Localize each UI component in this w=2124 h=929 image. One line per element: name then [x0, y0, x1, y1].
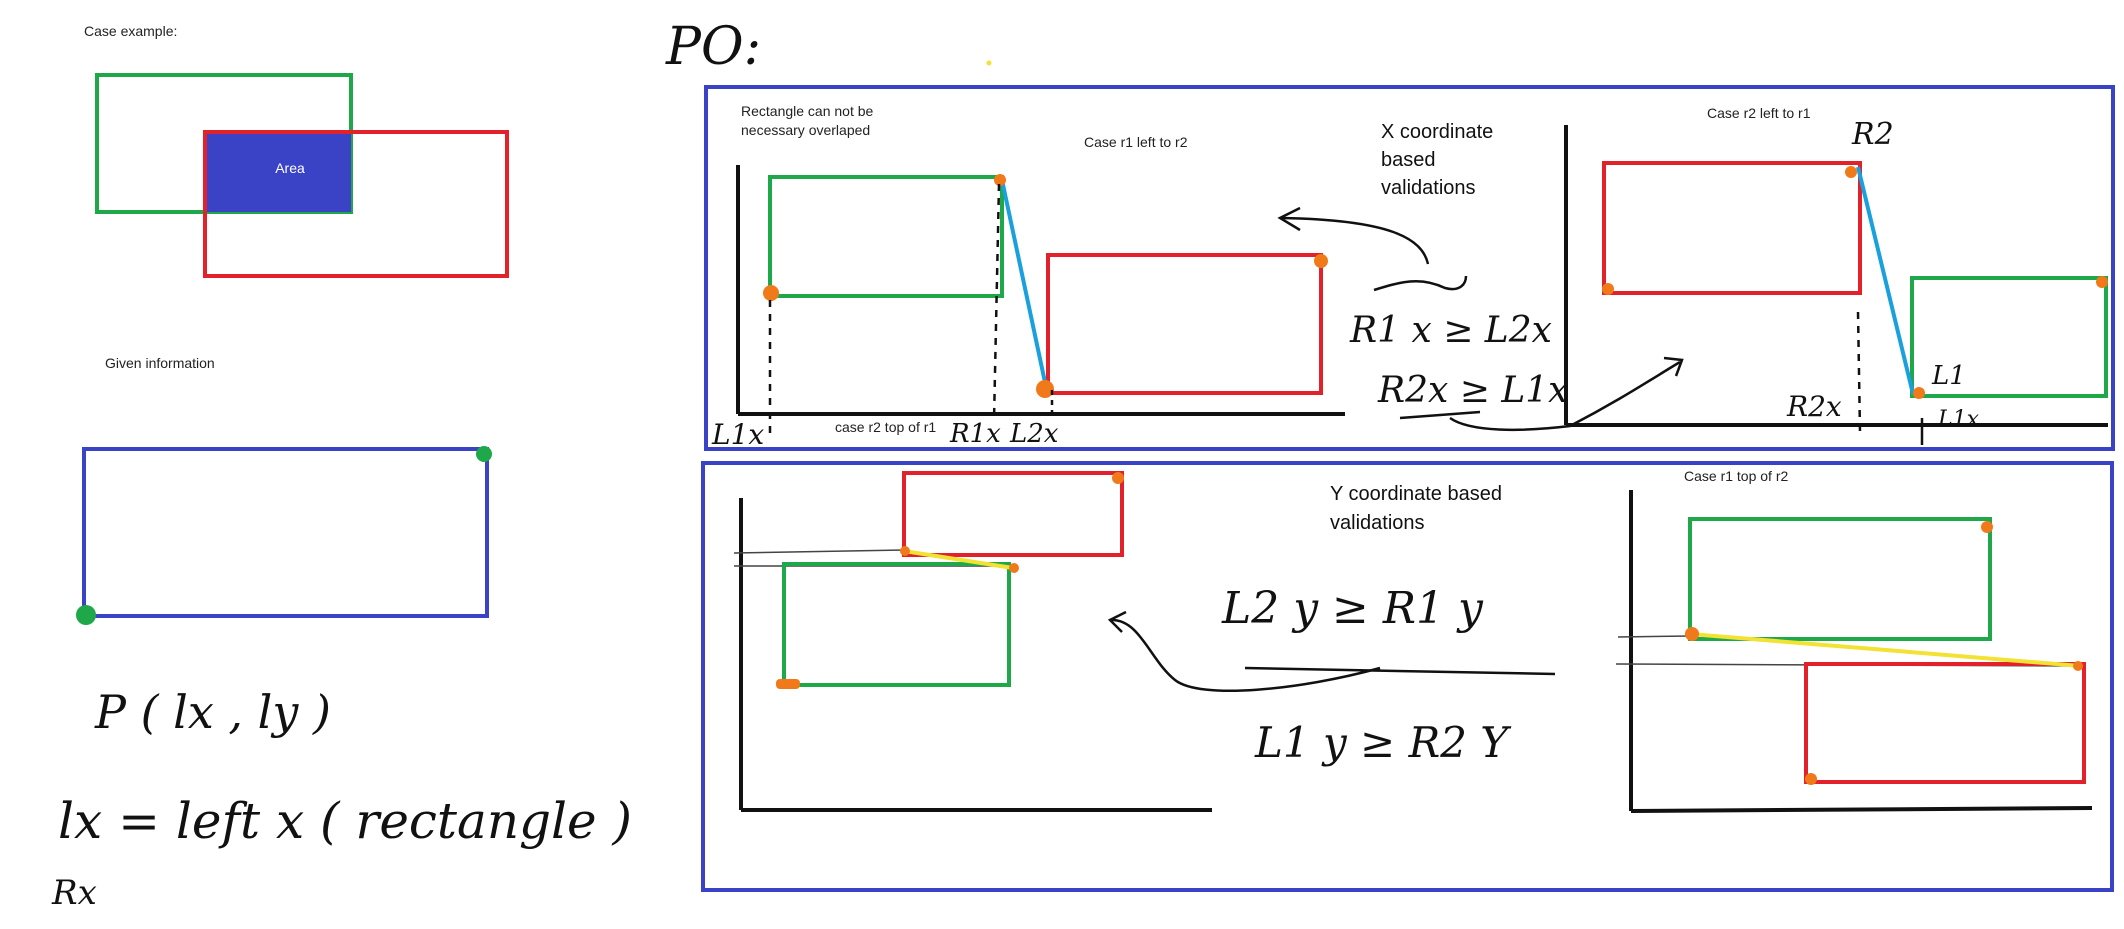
l1-corner-dot — [763, 285, 779, 301]
x-validation-panel — [704, 85, 2115, 451]
case-r1-top-r2-label: Case r1 top of r2 — [1684, 468, 1788, 484]
r2-corner-dot — [1314, 254, 1328, 268]
example-red-rectangle — [203, 130, 509, 278]
y-formula-2: L1 y ≥ R2 Y — [1254, 718, 1512, 767]
top-right-corner-dot — [476, 446, 492, 462]
note-line-1: Rectangle can not be — [741, 103, 874, 119]
x-panel-right-green-rectangle — [1910, 276, 2108, 398]
y-panel-green-rectangle — [782, 562, 1011, 687]
r2x-dashed-guide — [1856, 311, 1862, 433]
r1-corner-dot — [994, 174, 1006, 186]
overlap-area-fill — [205, 132, 351, 212]
y-r1-dot — [1009, 563, 1019, 573]
y-arrow-head — [1107, 610, 1127, 633]
y-l2-dot — [900, 546, 910, 556]
case-example-label: Case example: — [84, 23, 177, 39]
point-formula: P ( lx , ly ) — [94, 685, 331, 739]
axis-l2x-label: L2x — [1009, 419, 1059, 449]
l2-corner-dot — [1036, 380, 1054, 398]
y-right-l1-dot — [1685, 627, 1699, 641]
y-panel-right-red-rectangle — [1804, 662, 2086, 784]
y-panel-right-yellow-connector — [1689, 632, 2082, 668]
case-r1-left-r2-label: Case r1 left to r2 — [1084, 134, 1188, 150]
y-title-line-2: validations — [1330, 512, 1425, 534]
y-title-line-1: Y coordinate based — [1330, 483, 1502, 505]
l1x-label: L1x — [1937, 407, 1980, 432]
right-l1-dot — [1913, 387, 1925, 399]
y-right-r2-dot — [2073, 661, 2083, 671]
y-l1-dot — [776, 679, 800, 689]
y-formula-divider — [1244, 666, 1556, 676]
lx-definition: lx = left x ( rectangle ) — [58, 792, 632, 850]
axis-r1x-label: R1x — [949, 419, 1001, 449]
x-rising-arrow-head — [1663, 356, 1684, 377]
y-panel-right-x-axis — [1630, 806, 2093, 813]
given-blue-rectangle — [82, 447, 489, 618]
x-panel-cyan-connector — [1000, 179, 1048, 388]
x-squiggle — [1373, 275, 1468, 292]
x-arrow-head — [1277, 206, 1301, 232]
y-right-r1-dot — [1981, 521, 1993, 533]
x-title-line-2: based — [1381, 149, 1436, 171]
right-r2-dot — [1845, 166, 1857, 178]
case-r2-top-r1-label: case r2 top of r1 — [835, 419, 936, 435]
y-panel-red-rectangle — [902, 471, 1124, 557]
x-panel-red-rectangle — [1046, 253, 1323, 395]
x-formula-1: R1 x ≥ L2x — [1349, 310, 1552, 351]
note-line-2: necessary overlaped — [741, 122, 870, 138]
right-l2-dot — [1602, 283, 1614, 295]
x-formula-2: R2x ≥ L1x — [1377, 370, 1568, 411]
y-formula-1: L2 y ≥ R1 y — [1221, 583, 1484, 634]
area-label: Area — [275, 160, 305, 176]
x-panel-right-cyan-connector — [1856, 166, 1915, 395]
y-r2-dot — [1112, 472, 1124, 484]
x-curved-arrow — [1281, 216, 1430, 265]
x-title-line-3: validations — [1381, 177, 1476, 199]
y-right-guide-1 — [1617, 635, 1691, 638]
r2-label: R2 — [1851, 117, 1894, 152]
l1-label: L1 — [1931, 361, 1966, 391]
x-title-line-1: X coordinate — [1381, 121, 1493, 143]
case-r2-left-r1-label: Case r2 left to r1 — [1707, 105, 1811, 121]
r1x-dashed-guide — [992, 183, 1001, 421]
po-label: PO: — [665, 17, 761, 77]
r2x-label: R2x — [1786, 390, 1842, 423]
y-guide-line-1 — [733, 549, 906, 554]
yellow-speck — [986, 60, 992, 66]
axis-l1x-label: L1x — [711, 418, 764, 451]
x-formula-underline — [1399, 410, 1481, 420]
y-panel-yellow-connector — [903, 549, 1014, 570]
x-panel-green-rectangle — [768, 175, 1004, 298]
given-information-label: Given information — [105, 355, 215, 371]
rx-label: Rx — [51, 873, 97, 913]
y-curved-arrow — [1111, 618, 1381, 693]
y-right-l2-dot — [1805, 773, 1817, 785]
x-panel-right-red-rectangle — [1602, 161, 1862, 295]
right-r1-dot — [2096, 276, 2108, 288]
bottom-left-corner-dot — [76, 605, 96, 625]
y-panel-right-green-rectangle — [1688, 517, 1992, 641]
y-validation-panel — [701, 461, 2114, 892]
